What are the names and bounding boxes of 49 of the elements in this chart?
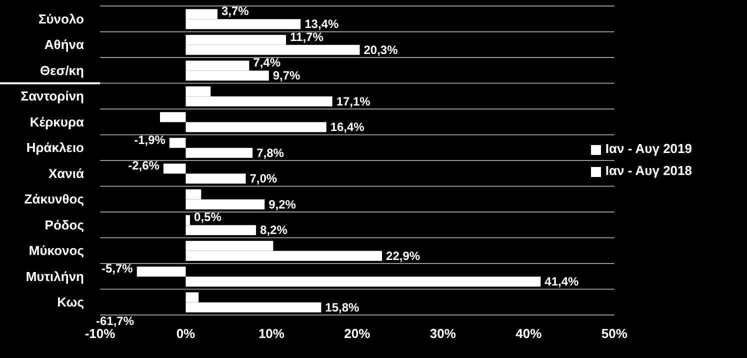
y-tick-label: Σαντορίνη — [20, 88, 84, 104]
y-tick-label: Χανιά — [48, 166, 84, 181]
data-label: -2,6% — [128, 158, 160, 173]
data-label: 0,5% — [194, 210, 222, 224]
data-label: 3,7% — [221, 4, 250, 18]
y-tick-label: Ζάκυνθος — [24, 192, 84, 207]
data-label: 11,7% — [290, 30, 324, 44]
y-tick-label: Θεσ/κη — [40, 62, 84, 78]
y-tick-label: Κέρκυρα — [30, 114, 84, 130]
bar — [186, 174, 246, 184]
data-label: 9,2% — [268, 197, 296, 212]
bar — [136, 266, 186, 277]
data-label: 15,8% — [325, 300, 360, 314]
data-label: 16,4% — [330, 120, 365, 134]
data-label: 7,4% — [253, 56, 281, 70]
data-label: -1,9% — [134, 132, 166, 147]
y-tick-label: Μυτιλήνη — [26, 268, 84, 284]
bar — [160, 112, 186, 122]
x-tick-label: 20% — [344, 326, 371, 342]
data-label: -5,7% — [102, 262, 134, 276]
bar — [169, 138, 186, 148]
legend-label: Ιαν - Αυγ 2019 — [605, 141, 692, 156]
data-label: 20,3% — [364, 42, 398, 57]
data-label: 41,4% — [544, 274, 580, 289]
annotation: -61,7% — [96, 314, 134, 328]
x-tick-label: -10% — [84, 326, 116, 342]
legend-label: Ιαν - Αυγ 2018 — [605, 163, 692, 178]
data-label: 22,9% — [386, 248, 420, 263]
data-label: 13,4% — [304, 17, 339, 32]
x-tick-label: 30% — [430, 326, 456, 342]
x-tick-label: 50% — [601, 326, 628, 342]
bar — [186, 148, 253, 158]
y-tick-label: Κως — [57, 294, 84, 310]
y-tick-label: Μύκονος — [28, 243, 84, 258]
bar — [163, 164, 186, 174]
y-tick-label: Ρόδος — [44, 217, 84, 232]
y-tick-label: Αθήνα — [44, 37, 84, 52]
data-label: 9,7% — [272, 68, 301, 83]
x-tick-label: 10% — [258, 326, 285, 342]
x-tick-label: 40% — [516, 326, 542, 342]
bar — [186, 122, 326, 132]
y-tick-label: Ηράκλειο — [26, 140, 84, 156]
data-label: 7,8% — [256, 146, 284, 160]
data-label: 17,1% — [336, 94, 371, 108]
y-tick-label: Σύνολο — [38, 11, 84, 26]
data-label: 8,2% — [260, 223, 288, 238]
data-label: 7,0% — [250, 172, 278, 186]
x-tick-label: 0% — [176, 326, 196, 342]
bar — [186, 276, 541, 287]
